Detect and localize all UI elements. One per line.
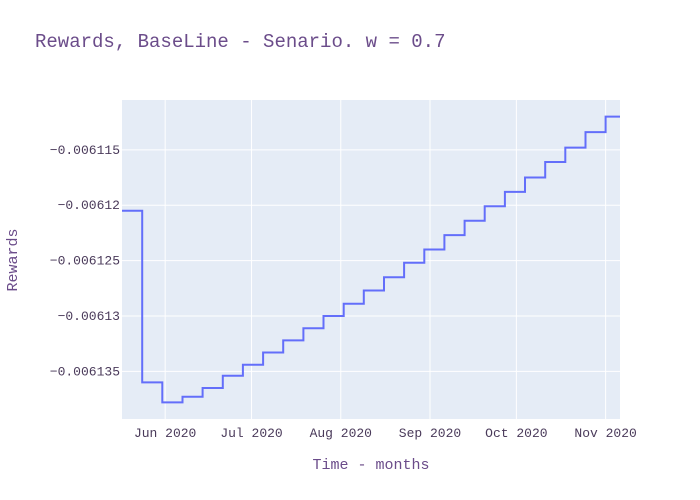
x-tick-label: Jun 2020 (134, 426, 196, 441)
x-tick-label: Sep 2020 (399, 426, 461, 441)
plot-area (122, 100, 620, 419)
x-axis-title: Time - months (312, 457, 429, 474)
x-gridlines (164, 100, 607, 419)
y-tick-label: −0.006135 (50, 364, 120, 379)
chart-title: Rewards, BaseLine - Senario. w = 0.7 (35, 31, 446, 53)
y-gridlines (122, 149, 620, 372)
y-tick-label: −0.00612 (58, 198, 120, 213)
series-line (122, 115, 620, 404)
y-axis-title: Rewards (5, 228, 22, 291)
y-tick-label: −0.006125 (50, 254, 120, 269)
y-tick-label: −0.006115 (50, 143, 120, 158)
x-tick-labels: Jun 2020 Jul 2020 Aug 2020 Sep 2020 Oct 2020… (134, 426, 637, 441)
x-tick-label: Oct 2020 (485, 426, 547, 441)
x-tick-label: Aug 2020 (310, 426, 372, 441)
x-tick-label: Jul 2020 (220, 426, 282, 441)
y-tick-label: −0.00613 (58, 309, 120, 324)
x-tick-label: Nov 2020 (574, 426, 636, 441)
y-tick-labels: −0.006115 −0.00612 −0.006125 −0.00613 −0.006… (50, 143, 120, 380)
